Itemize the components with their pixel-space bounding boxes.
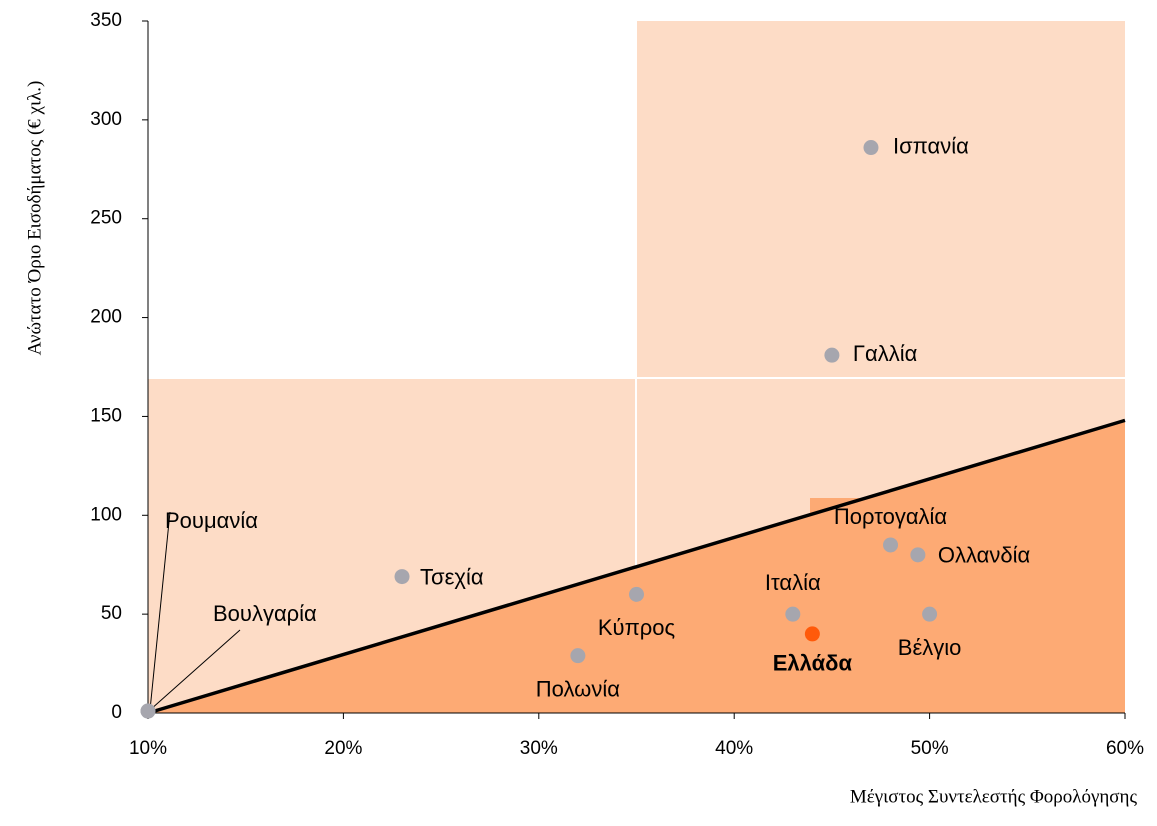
y-tick-label: 100 xyxy=(90,504,122,525)
reference-line xyxy=(147,418,1126,715)
point xyxy=(824,347,840,363)
point xyxy=(883,537,899,553)
y-tick-label: 200 xyxy=(90,307,122,328)
x-tick-label: 20% xyxy=(324,738,362,759)
y-axis-title: Ανώτατο Όριο Εισοδήματος (€ χιλ.) xyxy=(24,81,45,356)
y-tick-label: 150 xyxy=(90,405,122,426)
y-tick-label: 250 xyxy=(90,208,122,229)
point xyxy=(910,547,926,563)
y-tick-label: 50 xyxy=(101,603,122,624)
x-tick-label: 10% xyxy=(129,738,167,759)
point-label: Πολωνία xyxy=(536,676,620,701)
x-axis-title: Μέγιστος Συντελεστής Φορολόγησης xyxy=(850,786,1138,807)
x-tick-label: 50% xyxy=(911,738,949,759)
leader-line xyxy=(149,511,171,711)
point-label: Ελλάδα xyxy=(773,651,853,676)
point xyxy=(394,569,410,585)
point xyxy=(785,606,801,622)
point-label: Ρουμανία xyxy=(165,508,258,533)
lower-zone xyxy=(810,498,1125,713)
point-label: Γαλλία xyxy=(853,341,918,366)
point-label: Βέλγιο xyxy=(898,635,962,660)
point-label: Κύπρος xyxy=(598,615,675,640)
point xyxy=(140,703,156,719)
point xyxy=(863,140,879,156)
point-label: Τσεχία xyxy=(420,564,484,589)
point-label: Ιταλία xyxy=(765,570,821,595)
point-label: Βουλγαρία xyxy=(213,601,317,626)
point-label: Ισπανία xyxy=(893,133,969,158)
point xyxy=(570,648,586,664)
x-tick-label: 40% xyxy=(715,738,753,759)
point xyxy=(804,626,820,642)
point-label: Πορτογαλία xyxy=(834,504,948,529)
y-tick-label: 0 xyxy=(111,702,122,723)
point xyxy=(629,586,644,602)
leader-line xyxy=(149,629,241,711)
x-tick-label: 30% xyxy=(520,738,558,759)
y-tick-label: 300 xyxy=(90,109,122,130)
y-tick-label: 350 xyxy=(90,10,122,31)
point xyxy=(922,606,938,622)
point-label: Ολλανδία xyxy=(938,543,1031,568)
x-tick-label: 60% xyxy=(1106,738,1144,759)
